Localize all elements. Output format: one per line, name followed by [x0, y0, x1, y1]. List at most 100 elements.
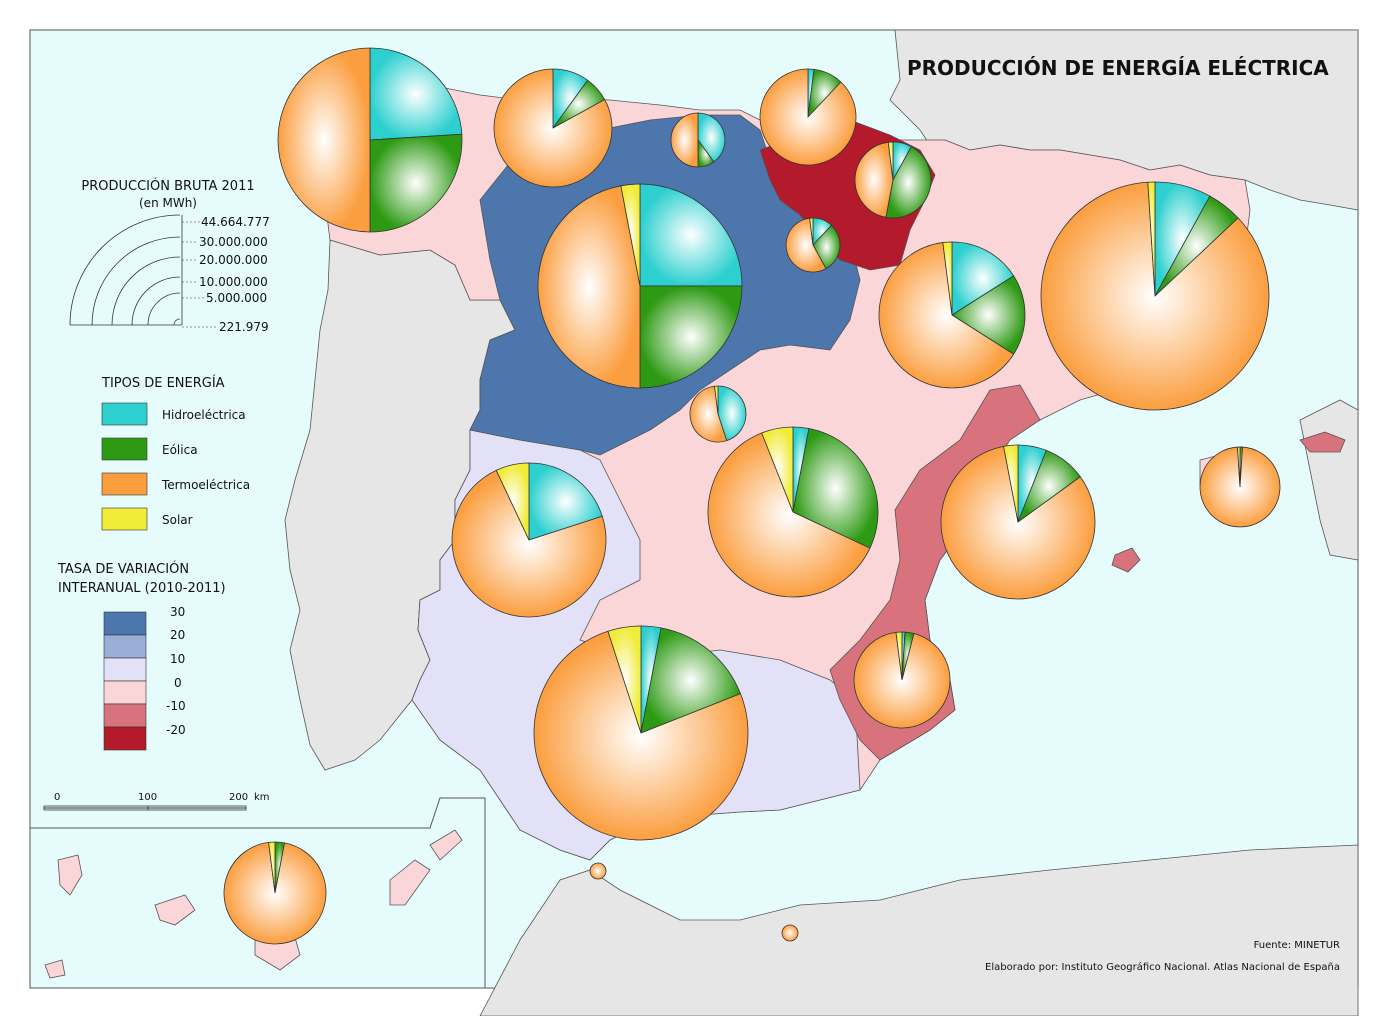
legend-label-hydro: Hidroeléctrica — [162, 408, 246, 422]
pie-slice-wind — [640, 627, 742, 734]
pie-slice-thermal — [689, 385, 728, 443]
pie-castilla-leon — [537, 183, 743, 389]
africa-land — [479, 844, 1359, 1016]
rate-break-1: 30 — [170, 605, 185, 619]
canary-island-1 — [57, 854, 83, 896]
legend-swatch-thermal — [101, 472, 148, 496]
pie-cantabria — [670, 112, 726, 168]
pie-slice-hydro — [528, 462, 603, 541]
arc-size-1 — [69, 214, 181, 326]
pie-galicia — [277, 47, 463, 233]
pie-catalonia — [1040, 181, 1270, 411]
arc-size-2 — [91, 236, 181, 326]
pie-slice-thermal — [223, 841, 327, 945]
pie-andalucia — [533, 625, 749, 841]
legend-value-6: 221.979 — [219, 320, 269, 334]
pie-slice-solar — [809, 217, 814, 246]
pie-charts-layer — [223, 47, 1281, 945]
pie-slice-thermal — [854, 141, 894, 218]
pie-slice-solar — [268, 841, 276, 894]
pie-basque — [759, 68, 857, 166]
pie-murcia — [853, 631, 951, 729]
pie-aragon — [878, 241, 1026, 389]
legend-label-wind: Eólica — [162, 443, 198, 457]
legend-value-3: 20.000.000 — [199, 253, 268, 267]
arc-size-3 — [111, 256, 181, 326]
legend-production-arcs — [69, 214, 183, 326]
rate-swatch-0 — [103, 680, 147, 705]
pie-valencia — [940, 444, 1096, 600]
pie-slice-thermal — [878, 242, 1015, 389]
pie-slice-thermal — [493, 68, 613, 188]
pie-slice-wind — [639, 285, 743, 389]
legend-value-2: 30.000.000 — [199, 235, 268, 249]
canary-island-6 — [44, 959, 66, 979]
canary-island-4 — [389, 859, 431, 906]
legend-production-title: PRODUCCIÓN BRUTA 2011 — [81, 178, 254, 194]
pie-slice-thermal — [940, 445, 1096, 600]
rate-swatch-m10 — [103, 703, 147, 728]
scale-label-100: 100 — [138, 792, 157, 803]
pie-slice-thermal — [707, 432, 871, 598]
rate-swatch-20 — [103, 634, 147, 659]
pie-extremadura — [451, 462, 607, 618]
pie-slice-solar — [942, 241, 953, 316]
rate-swatch-m20 — [103, 726, 147, 751]
legend-label-solar: Solar — [162, 513, 193, 527]
legend-swatch-hydro — [101, 402, 148, 426]
pie-slice-thermal — [781, 924, 799, 942]
arc-size-4 — [131, 276, 181, 326]
pie-slice-hydro — [369, 47, 463, 141]
credit-note: Elaborado por: Instituto Geográfico Naci… — [985, 961, 1340, 973]
pie-slice-thermal — [537, 185, 641, 389]
pie-slice-hydro — [951, 241, 1015, 316]
pie-slice-wind — [792, 428, 879, 549]
pie-slice-thermal — [785, 217, 827, 273]
map-title: PRODUCCIÓN DE ENERGÍA ELÉCTRICA — [907, 56, 1329, 80]
pie-slice-thermal — [589, 862, 607, 880]
scale-unit: km — [254, 792, 270, 803]
pie-slice-hydro — [639, 183, 743, 287]
pie-slice-thermal — [451, 469, 607, 618]
pie-slice-solar — [607, 625, 642, 734]
scale-label-200: 200 — [229, 792, 248, 803]
ibiza-island — [1111, 547, 1141, 573]
pie-slice-hydro — [717, 385, 747, 442]
pie-ceuta — [589, 862, 607, 880]
legend-rate-title-1: TASA DE VARIACIÓN — [57, 561, 189, 577]
legend-production-unit: (en MWh) — [139, 196, 197, 210]
pie-slice-wind — [812, 224, 841, 270]
legend-swatch-wind — [101, 437, 148, 461]
legend-value-1: 44.664.777 — [201, 215, 270, 229]
menorca-island — [1299, 431, 1346, 453]
pie-slice-thermal — [1199, 446, 1281, 528]
pie-castilla-mancha — [707, 426, 879, 598]
pie-slice-solar — [714, 385, 719, 415]
rate-break-3: 10 — [170, 652, 185, 666]
pie-slice-thermal — [1040, 181, 1270, 411]
pie-slice-thermal — [277, 47, 371, 233]
legend-rate-title-2: INTERANUAL (2010-2011) — [58, 581, 226, 596]
pie-canarias — [223, 841, 327, 945]
pie-slice-solar — [620, 183, 641, 287]
pie-madrid — [689, 385, 747, 443]
pie-melilla — [781, 924, 799, 942]
legend-value-4: 10.000.000 — [199, 275, 268, 289]
pie-slice-wind — [885, 146, 932, 219]
pie-baleares — [1199, 446, 1281, 528]
legend-label-thermal: Termoeléctrica — [161, 478, 250, 492]
pie-slice-solar — [895, 631, 903, 681]
legend-production-leaders — [182, 221, 218, 328]
rate-break-5: -10 — [166, 699, 186, 713]
legend-types-title: TIPOS DE ENERGÍA — [101, 375, 225, 391]
legend-swatch-solar — [101, 507, 148, 531]
scale-bar — [43, 805, 247, 811]
pie-slice-solar — [1237, 446, 1241, 488]
pie-slice-solar — [887, 141, 894, 181]
rate-break-6: -20 — [166, 723, 186, 737]
rate-break-4: 0 — [174, 676, 182, 690]
pie-asturias — [493, 68, 613, 188]
pie-slice-thermal — [853, 631, 951, 729]
